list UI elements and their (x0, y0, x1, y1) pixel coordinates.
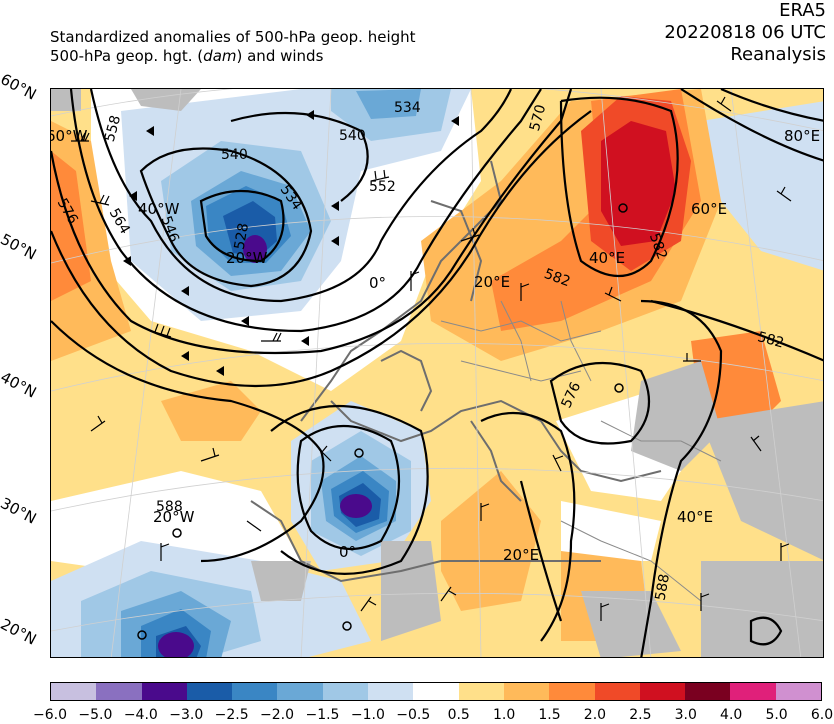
colorbar-tick: 5.0 (765, 707, 788, 723)
valid-datetime: 20220818 06 UTC (664, 22, 826, 43)
lon-label-0-bottom: 0° (339, 543, 356, 561)
contour-label-540-a: 540 (339, 128, 366, 144)
colorbar-swatch (549, 683, 595, 700)
colorbar-tick: −6.0 (33, 707, 67, 723)
colorbar-swatch (232, 683, 278, 700)
colorbar-tick: −1.5 (305, 707, 340, 723)
title-line-1: Standardized anomalies of 500-hPa geop. … (50, 28, 416, 46)
lon-label-80e: 80°E (784, 127, 820, 145)
lat-label-40n: 40°N (0, 368, 40, 402)
contour-label-570: 570 (527, 103, 549, 133)
colorbar-swatch (322, 683, 369, 700)
lon-label-0-top: 0° (369, 274, 386, 292)
title-line-2: 500-hPa geop. hgt. (dam) and winds (50, 47, 324, 65)
anomaly-map: 60°W 40°W 20°W 0° 20°E 40°E 60°E 80°E 20… (51, 89, 823, 657)
contour-label-534-a: 534 (394, 100, 421, 116)
anomaly-fill-neg-siberia (701, 101, 823, 271)
gray-mask-caucasus (631, 361, 721, 471)
lat-label-60n: 60°N (0, 70, 40, 104)
colorbar-tick: 6.0 (810, 707, 834, 723)
colorbar-swatch (368, 683, 414, 700)
gray-mask-iran (701, 401, 823, 561)
colorbar-tick: −3.0 (169, 707, 204, 723)
contour-label-540-b: 540 (221, 147, 248, 163)
colorbar-swatch (141, 683, 187, 700)
colorbar-tick: 2.0 (583, 707, 607, 723)
anomaly-fill-neutral-mideast (561, 501, 661, 561)
colorbar-swatch (51, 683, 97, 700)
lon-label-60w: 60°W (51, 127, 88, 145)
contour-label-528: 528 (232, 222, 252, 251)
contour-label-588-b: 588 (653, 573, 673, 602)
colorbar-tick: 1.0 (492, 707, 516, 723)
colorbar-swatch (413, 683, 459, 700)
contour-label-588-a: 588 (156, 499, 183, 515)
colorbar-tick: 2.5 (629, 707, 652, 723)
colorbar-tick: 1.5 (538, 707, 561, 723)
lon-label-40e-bottom: 40°E (677, 508, 713, 526)
contour-label-552: 552 (369, 179, 396, 195)
front-markers (123, 110, 459, 376)
colorbar-swatch (685, 683, 731, 700)
lon-label-40e-top: 40°E (589, 249, 625, 267)
lat-label-30n: 30°N (0, 494, 40, 528)
lon-label-20e-bottom: 20°E (503, 546, 539, 564)
colorbar-tick: −2.5 (214, 707, 249, 723)
colorbar-swatch (186, 683, 233, 700)
map-title: Standardized anomalies of 500-hPa geop. … (50, 28, 416, 66)
colorbar-swatch (639, 683, 686, 700)
country-borders (440, 300, 722, 602)
lat-label-20n: 20°N (0, 615, 40, 649)
model-name: ERA5 (779, 0, 826, 21)
lon-label-20w-bottom: 20°W (153, 508, 195, 526)
colorbar-tick: −0.5 (396, 707, 431, 723)
lon-label-20w-top: 20°W (226, 249, 268, 267)
colorbar-tick: −4.0 (123, 707, 158, 723)
contour-label-582-c: 582 (756, 329, 786, 351)
lon-label-40w: 40°W (138, 200, 180, 218)
graticule (51, 89, 823, 657)
product-type: Reanalysis (730, 44, 826, 65)
lon-label-20e-top: 20°E (474, 273, 510, 291)
map-panel: 60°W 40°W 20°W 0° 20°E 40°E 60°E 80°E 20… (50, 88, 824, 658)
colorbar-tick: −2.0 (260, 707, 295, 723)
colorbar-swatch (277, 683, 323, 700)
colorbar-swatch (594, 683, 640, 700)
colorbar-swatch (730, 683, 776, 700)
colorbar-swatch (96, 683, 142, 700)
lat-label-50n: 50°N (0, 230, 40, 264)
anomaly-colorbar (50, 682, 822, 701)
colorbar-swatch (503, 683, 550, 700)
lon-label-60e: 60°E (691, 200, 727, 218)
contour-label-558: 558 (102, 114, 124, 144)
colorbar-tick: 0.5 (447, 707, 470, 723)
colorbar-swatch (458, 683, 504, 700)
colorbar-tick: −1.0 (350, 707, 385, 723)
colorbar-swatch (775, 683, 822, 700)
colorbar-tick: 4.0 (720, 707, 743, 723)
map-header-right: ERA5 20220818 06 UTC Reanalysis (664, 0, 826, 66)
wind-barbs (71, 96, 792, 621)
height-contours (51, 89, 823, 657)
colorbar-tick: 3.0 (674, 707, 697, 723)
colorbar-tick: −5.0 (78, 707, 113, 723)
